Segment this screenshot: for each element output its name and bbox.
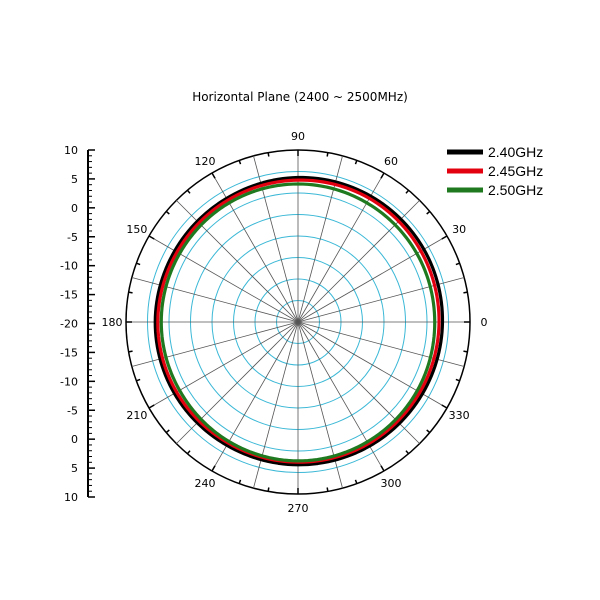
scale-label: 5 [71, 173, 78, 186]
grid-spoke [148, 321, 299, 409]
radial-scale: 10 5 0 -5 -10 -15 -20 -15 -10 -5 0 5 10 [60, 144, 95, 504]
angle-tick [326, 487, 329, 492]
angle-tick [455, 378, 460, 382]
angle-tick [211, 465, 216, 472]
angle-label: 90 [291, 130, 305, 143]
legend-label: 2.40GHz [488, 144, 543, 160]
angle-tick [148, 404, 155, 409]
angle-label: 270 [288, 502, 309, 515]
scale-label: -10 [60, 260, 78, 273]
grid-spoke [297, 321, 448, 409]
scale-label: 10 [64, 491, 78, 504]
angle-label: 150 [126, 223, 147, 236]
angle-label: 30 [452, 223, 466, 236]
angle-tick [136, 378, 141, 382]
grid-spoke [297, 277, 465, 323]
scale-label: -15 [60, 289, 78, 302]
angle-label: 210 [126, 409, 147, 422]
angle-tick [136, 262, 141, 266]
angle-label: 180 [102, 316, 123, 329]
angle-tick [455, 262, 460, 266]
angle-tick [405, 450, 410, 455]
scale-label: 0 [71, 202, 78, 215]
series-line-2.40GHz [153, 175, 445, 467]
angle-tick [405, 189, 410, 194]
angle-tick [380, 172, 385, 179]
angle-label: 300 [381, 477, 402, 490]
angle-tick [426, 210, 431, 215]
angle-tick [148, 235, 155, 240]
scale-label: -5 [67, 404, 78, 417]
angle-tick [441, 404, 448, 409]
grid-spoke [148, 235, 299, 323]
angle-tick [463, 350, 468, 353]
angle-label: 120 [195, 155, 216, 168]
angle-labels: 0 30 60 90 120 150 180 210 240 270 300 330 [102, 130, 488, 515]
angle-tick [128, 291, 133, 294]
angle-tick [165, 210, 170, 215]
series-group [153, 175, 445, 467]
angle-tick [380, 465, 385, 472]
angle-tick [426, 429, 431, 434]
legend-label: 2.45GHz [488, 163, 543, 179]
grid-spoke [176, 321, 299, 444]
angle-tick [326, 152, 329, 157]
angle-tick [238, 160, 242, 165]
angle-tick [354, 479, 358, 484]
angle-label: 60 [384, 155, 398, 168]
scale-label: -15 [60, 346, 78, 359]
angle-tick [128, 350, 133, 353]
series-line-2.45GHz [156, 178, 441, 464]
angle-tick [267, 487, 270, 492]
angle-label: 240 [195, 477, 216, 490]
chart-title: Horizontal Plane (2400 ~ 2500MHz) [192, 90, 408, 104]
angle-label: 0 [481, 316, 488, 329]
legend-label: 2.50GHz [488, 182, 543, 198]
angle-tick [186, 450, 191, 455]
grid-spoke [211, 321, 299, 472]
scale-label: 5 [71, 462, 78, 475]
polar-grid [125, 149, 471, 495]
grid-spoke [297, 321, 385, 472]
angle-tick [238, 479, 242, 484]
scale-label: -5 [67, 231, 78, 244]
scale-label: -20 [60, 318, 78, 331]
series-line-2.50GHz [159, 182, 437, 463]
scale-label: -10 [60, 375, 78, 388]
angle-tick [354, 160, 358, 165]
angle-tick [186, 189, 191, 194]
scale-label: 10 [64, 144, 78, 157]
grid-spoke [176, 200, 299, 323]
grid-spoke [211, 172, 299, 323]
grid-spoke [297, 321, 420, 444]
scale-label: 0 [71, 433, 78, 446]
angle-tick [211, 172, 216, 179]
angle-tick [441, 235, 448, 240]
legend: 2.40GHz 2.45GHz 2.50GHz [447, 144, 543, 198]
angle-tick [165, 429, 170, 434]
angle-tick [463, 291, 468, 294]
angle-label: 330 [449, 409, 470, 422]
angle-tick [267, 152, 270, 157]
